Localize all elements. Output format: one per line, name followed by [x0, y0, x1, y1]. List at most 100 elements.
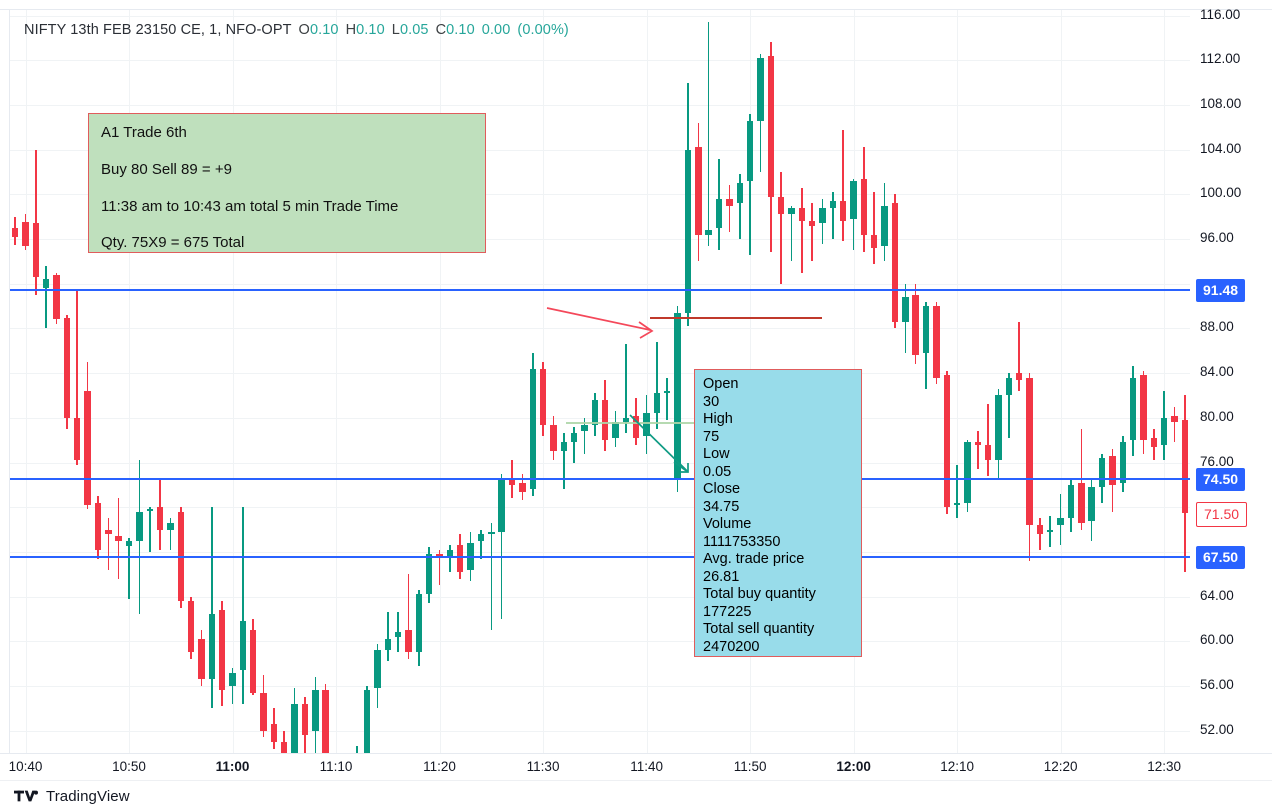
candle-body	[322, 690, 329, 753]
price-axis-tick: 116.00	[1200, 6, 1241, 22]
gridline-horizontal	[10, 507, 1190, 509]
gridline-horizontal	[10, 194, 1190, 196]
candle-body	[1140, 375, 1147, 441]
candle-wick	[707, 22, 710, 246]
candle-body	[312, 690, 319, 731]
candle-wick	[583, 417, 586, 454]
candle-body	[1109, 455, 1116, 485]
candle-body	[601, 399, 609, 441]
candle-body	[1181, 420, 1189, 513]
candle-wick	[76, 290, 79, 465]
candle-body	[105, 529, 112, 534]
legend-low-value: 0.05	[399, 22, 429, 38]
candle-wick	[842, 129, 845, 242]
candle-wick	[801, 187, 803, 273]
frame-bottom-border	[0, 753, 1272, 754]
candle-wick	[1039, 518, 1041, 550]
candle-body	[74, 417, 81, 461]
time-axis[interactable]: 10:40 10:50 11:00 11:10 11:20 11:30 11:40 11:50…	[0, 754, 1272, 780]
gridline-vertical	[1060, 10, 1062, 753]
legend-symbol[interactable]: NIFTY 13th FEB 23150 CE, 1, NFO-OPT	[24, 22, 292, 38]
candle-body	[281, 741, 288, 753]
price-axis[interactable]: 116.00 112.00 108.00 104.00 100.00 96.00 88.00…	[1190, 6, 1272, 753]
gridline-horizontal	[10, 596, 1190, 598]
candle-wick	[355, 746, 358, 753]
candle-body	[705, 230, 712, 235]
candle-body	[798, 207, 806, 222]
candle-body	[653, 393, 661, 414]
red-arrow-icon	[546, 307, 654, 339]
candle-body	[633, 415, 640, 438]
candle-wick	[656, 341, 658, 429]
price-level-line[interactable]	[10, 478, 1190, 481]
candle-body	[912, 294, 919, 356]
detail-avg-price-label: Avg. trade price	[703, 551, 805, 567]
gridline-horizontal	[10, 283, 1190, 285]
candle-body	[32, 223, 40, 278]
detail-sell-qty-label: Total sell quantity	[703, 621, 815, 637]
candle-body	[125, 540, 133, 547]
gridline-vertical	[25, 10, 27, 753]
candle-body	[840, 201, 847, 222]
price-badge-level-3[interactable]: 67.50	[1196, 546, 1246, 570]
last-price-badge[interactable]: 71.50	[1196, 501, 1248, 527]
candle-wick	[873, 192, 876, 264]
chart-legend[interactable]: NIFTY 13th FEB 23150 CE, 1, NFO-OPT O0.10…	[24, 22, 569, 38]
candle-body	[1016, 373, 1023, 380]
detail-open-value: 30	[703, 393, 720, 410]
ohlc-detail-box[interactable]: Open 30 High 75 Low 0.05 Close 34.75 Vol…	[694, 369, 862, 657]
legend-change: 0.00	[481, 22, 511, 38]
candle-body	[736, 183, 743, 204]
candle-body	[488, 531, 495, 534]
candle-wick	[480, 529, 482, 559]
candle-body	[570, 433, 578, 443]
gridline-horizontal	[10, 328, 1190, 330]
price-level-line[interactable]	[10, 556, 1190, 559]
candle-body	[508, 480, 516, 485]
trade-note-line-4: Qty. 75X9 = 675 Total	[101, 234, 245, 252]
price-level-line[interactable]	[10, 288, 1190, 291]
candle-body	[363, 690, 371, 753]
candle-wick	[211, 507, 213, 709]
price-badge-level-1[interactable]: 91.48	[1196, 278, 1246, 302]
candle-body	[1067, 484, 1075, 519]
candle-body	[643, 413, 650, 436]
time-axis-tick: 12:20	[1043, 759, 1078, 774]
time-axis-tick: 12:10	[940, 759, 974, 774]
candle-body	[146, 509, 153, 511]
candle-body	[746, 120, 754, 181]
tradingview-logo[interactable]: TradingView	[14, 788, 130, 805]
candle-body	[394, 632, 402, 637]
detail-low-value: 0.05	[703, 463, 732, 480]
detail-sell-qty-value: 2470200	[703, 638, 760, 655]
candle-body	[591, 399, 599, 425]
candle-body	[1150, 437, 1157, 447]
candle-body	[156, 507, 164, 530]
time-axis-tick: 11:50	[733, 759, 767, 774]
price-axis-tick: 108.00	[1200, 95, 1242, 111]
candle-body	[612, 422, 619, 438]
footer-bar: TradingView	[0, 780, 1272, 811]
candle-wick	[490, 522, 493, 631]
candle-body	[767, 55, 774, 197]
red-horizontal-segment[interactable]	[650, 317, 822, 319]
gridline-horizontal	[10, 149, 1190, 151]
trade-note-box[interactable]: A1 Trade 6th Buy 80 Sell 89 = +9 11:38 a…	[88, 113, 486, 253]
price-badge-level-2[interactable]: 74.50	[1196, 468, 1246, 492]
candle-body	[187, 601, 195, 653]
candle-body	[384, 639, 391, 651]
candle-body	[871, 234, 878, 248]
gridline-horizontal	[10, 730, 1190, 732]
candle-wick	[749, 113, 751, 255]
candle-body	[374, 650, 381, 689]
candle-body	[1036, 525, 1044, 534]
gridline-vertical	[439, 10, 441, 753]
candle-wick	[562, 433, 565, 490]
candle-body	[22, 222, 29, 246]
candle-body	[581, 424, 588, 432]
gridline-horizontal	[10, 685, 1190, 687]
candle-body	[446, 549, 454, 557]
candle-body	[943, 375, 950, 508]
candle-wick	[387, 612, 389, 662]
